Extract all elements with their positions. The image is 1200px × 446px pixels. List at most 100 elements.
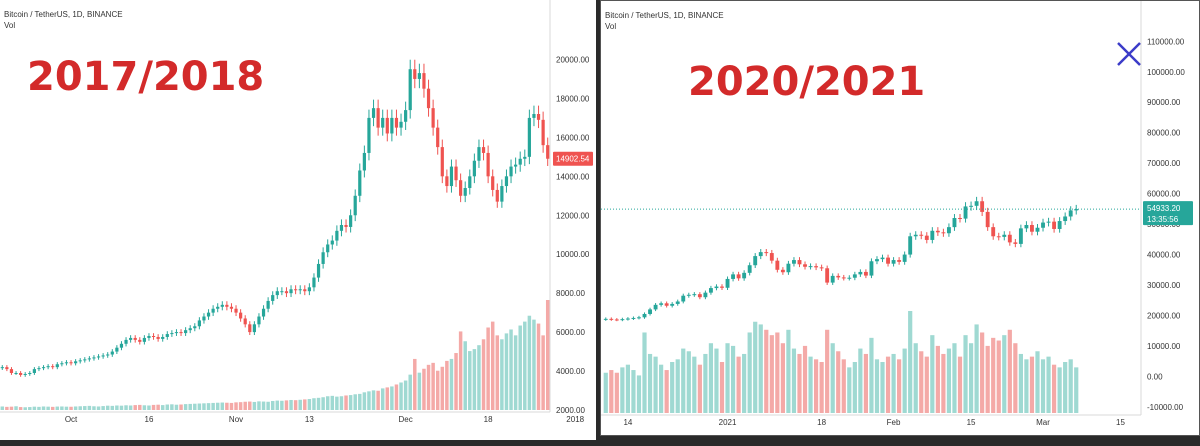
volume-bar	[362, 392, 367, 410]
candle	[653, 304, 658, 310]
volume-bar	[758, 324, 763, 413]
volume-bar	[808, 356, 813, 413]
candle	[92, 357, 96, 359]
candle	[436, 127, 440, 148]
candle	[775, 260, 780, 270]
x-tick-label: 16	[145, 415, 154, 424]
volume-bar	[408, 374, 412, 410]
candle	[426, 88, 431, 109]
volume-bar	[37, 406, 41, 410]
volume-bar	[736, 356, 741, 413]
volume-bar	[105, 405, 110, 410]
candle	[60, 363, 64, 365]
candle	[803, 264, 807, 267]
close-icon[interactable]	[1116, 41, 1142, 72]
candle	[504, 176, 509, 187]
volume-bar	[1007, 329, 1012, 413]
volume-bar	[316, 397, 321, 410]
candle	[124, 339, 128, 344]
candle	[681, 295, 686, 302]
candle	[225, 304, 229, 307]
volume-bar	[1051, 364, 1057, 413]
period-label: 2020/2021	[688, 59, 926, 105]
chart-panel-2017: Bitcoin / TetherUS, 1D, BINANCE Vol 2000…	[0, 0, 596, 440]
candle	[294, 289, 298, 291]
volume-bar	[270, 400, 275, 410]
candle	[344, 225, 348, 227]
volume-bar	[325, 396, 330, 410]
y-tick-label: 6000.00	[556, 328, 585, 337]
candle	[941, 232, 946, 234]
volume-bar	[1046, 356, 1051, 413]
volume-bar	[454, 353, 458, 410]
volume-bar	[83, 406, 87, 410]
candle	[609, 318, 614, 320]
candle	[23, 373, 27, 375]
candle	[229, 306, 234, 309]
volume-bar	[14, 406, 18, 410]
candle	[280, 291, 284, 293]
candle	[161, 336, 165, 339]
candle	[271, 295, 275, 301]
volume-bar	[769, 335, 774, 413]
candle	[179, 332, 183, 334]
candle	[243, 318, 247, 325]
volume-bar	[417, 372, 422, 410]
candle	[902, 254, 907, 262]
candle	[133, 337, 137, 340]
candle	[963, 206, 968, 219]
volume-bar	[725, 343, 730, 413]
volume-bar	[179, 404, 183, 410]
y-tick-label: 100000.00	[1147, 68, 1185, 77]
candle	[371, 108, 376, 118]
candle	[708, 288, 713, 293]
volume-bar	[243, 401, 247, 410]
volume-bar	[160, 405, 165, 410]
candle	[847, 277, 852, 279]
y-tick-label: 40000.00	[1147, 251, 1181, 260]
y-tick-label: 14000.00	[556, 172, 590, 181]
candle	[211, 308, 215, 313]
candle	[841, 277, 846, 279]
chart-header: Bitcoin / TetherUS, 1D, BINANCE Vol	[605, 10, 724, 32]
x-tick-label: 2021	[719, 418, 737, 427]
candle	[202, 316, 206, 321]
candle	[908, 236, 913, 255]
volume-bar	[786, 329, 791, 413]
candle	[858, 271, 863, 275]
candle	[1018, 228, 1023, 244]
volume-bar	[753, 321, 758, 413]
candle	[46, 366, 50, 368]
volume-bar	[252, 401, 257, 410]
candle	[142, 337, 146, 342]
candle	[376, 108, 380, 128]
volume-bar	[1018, 353, 1023, 413]
candle	[170, 333, 174, 335]
candle	[261, 308, 266, 317]
volume-bar	[513, 335, 518, 410]
volume-bar	[1074, 367, 1079, 413]
volume-bar	[946, 348, 952, 413]
volume-bar	[880, 362, 885, 413]
volume-bar	[188, 403, 192, 410]
last-price-label: 54933.20	[1147, 204, 1181, 213]
candle	[37, 368, 41, 370]
x-tick-label: Feb	[887, 418, 901, 427]
y-tick-label: 20000.00	[1147, 312, 1181, 321]
candle	[527, 117, 531, 157]
volume-bar	[523, 321, 527, 410]
candle	[275, 291, 279, 296]
volume-bar	[636, 375, 642, 413]
candle	[472, 160, 476, 177]
volume-bar	[202, 403, 206, 410]
volume-bar	[380, 388, 385, 410]
candle	[362, 152, 366, 171]
volume-bar	[952, 343, 957, 413]
volume-bar	[50, 406, 55, 410]
candle	[87, 358, 91, 360]
volume-bar	[119, 405, 124, 410]
candle	[129, 337, 133, 340]
candle	[239, 312, 243, 319]
candle	[797, 260, 802, 265]
last-price-badge	[1143, 201, 1193, 226]
